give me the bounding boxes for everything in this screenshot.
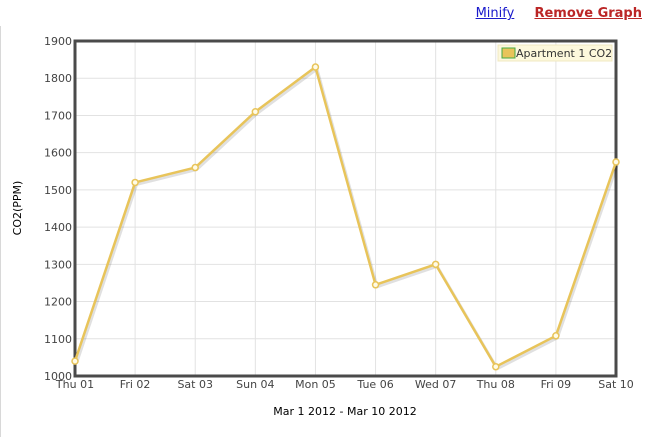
x-axis-ticks: Thu 01 Fri 02 Sat 03 Sun 04 Mon 05 Tue 06 Wed …	[55, 378, 634, 391]
x-tick-label: Thu 08	[476, 378, 515, 391]
data-point[interactable]	[371, 281, 380, 289]
x-tick-label: Sat 10	[598, 378, 634, 391]
data-point[interactable]	[311, 63, 320, 71]
x-tick-label: Fri 09	[541, 378, 572, 391]
data-point[interactable]	[251, 107, 260, 116]
data-point[interactable]	[131, 178, 139, 187]
minify-link[interactable]: Minify	[475, 6, 515, 21]
y-tick-label: 1200	[44, 296, 72, 309]
x-tick-label: Thu 01	[55, 378, 94, 391]
data-point[interactable]	[71, 357, 79, 365]
plot-frame	[73, 39, 618, 378]
x-tick-label: Sun 04	[236, 378, 274, 391]
data-point[interactable]	[431, 260, 440, 269]
series-line	[73, 65, 618, 368]
data-point[interactable]	[492, 362, 500, 371]
y-tick-label: 1800	[44, 72, 72, 85]
y-tick-label: 1400	[44, 221, 72, 234]
y-tick-label: 1700	[44, 109, 72, 122]
y-axis-ticks: 1000 1100 1200 1300 1400 1500 1600 1700 1800 1900	[44, 35, 72, 383]
grid	[74, 40, 617, 377]
legend-box	[497, 44, 613, 62]
legend-label: Apartment 1 CO2	[516, 47, 612, 60]
x-tick-label: Wed 07	[415, 378, 456, 391]
series-shadow	[75, 67, 619, 371]
data-point[interactable]	[612, 158, 620, 166]
series	[71, 63, 620, 371]
x-tick-label: Mon 05	[295, 378, 336, 391]
remove-graph-link[interactable]: Remove Graph	[534, 6, 642, 21]
y-tick-label: 1500	[44, 184, 72, 197]
y-axis-label: CO2(PPM)	[11, 181, 24, 236]
legend: Apartment 1 CO2	[497, 44, 613, 62]
y-tick-label: 1600	[44, 147, 72, 160]
y-tick-label: 1300	[44, 258, 72, 271]
y-tick-label: 1000	[44, 370, 72, 383]
left-border	[0, 26, 1, 437]
y-tick-label: 1900	[44, 35, 72, 48]
x-tick-label: Tue 06	[356, 378, 393, 391]
x-tick-label: Fri 02	[120, 378, 151, 391]
x-axis-label: Mar 1 2012 - Mar 10 2012	[273, 405, 416, 418]
data-point[interactable]	[552, 332, 560, 340]
y-tick-label: 1100	[44, 333, 72, 346]
x-tick-label: Sat 03	[177, 378, 213, 391]
legend-swatch	[501, 47, 516, 59]
data-point[interactable]	[191, 163, 199, 172]
graph-actions: Minify Remove Graph	[460, 6, 642, 21]
